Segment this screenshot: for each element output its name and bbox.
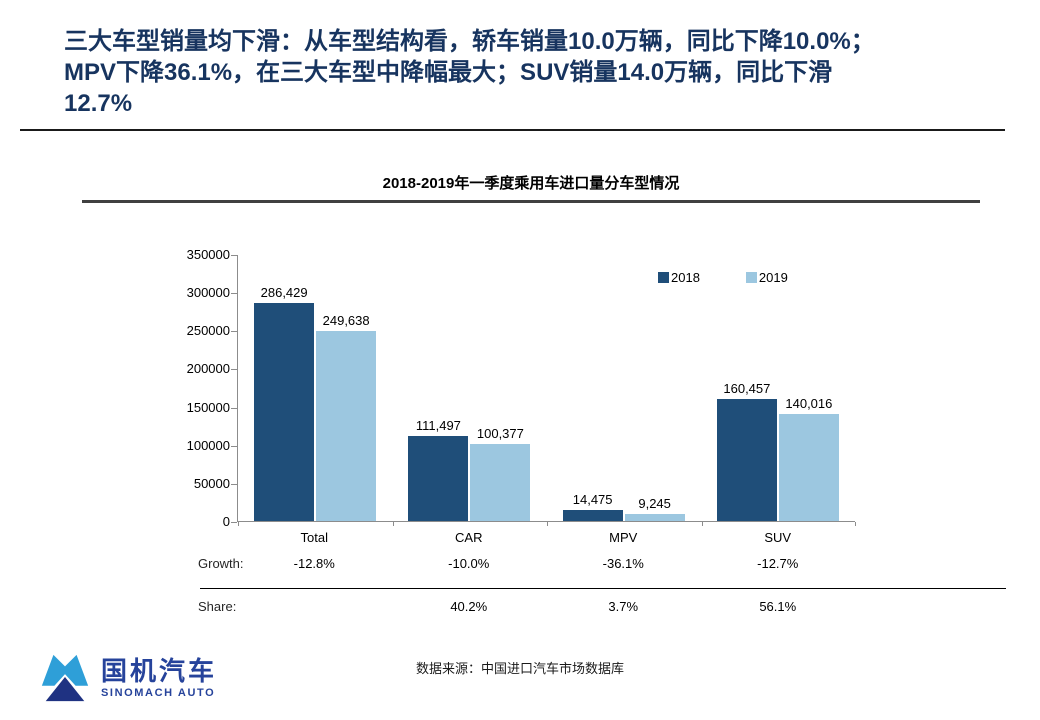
x-axis-tick-mark (701, 522, 703, 526)
bar-value-label: 160,457 (723, 380, 771, 396)
bar-2018-mpv: 14,475 (562, 492, 623, 521)
bar-2018-car: 111,497 (408, 418, 469, 521)
bar-value-label: 14,475 (572, 492, 613, 507)
logo-name-en: SINOMACH AUTO (101, 687, 216, 699)
growth-value-mpv: -36.1% (602, 556, 644, 571)
share-value-suv: 56.1% (759, 599, 797, 614)
legend-item-2018: 2018 (658, 270, 700, 285)
growth-row-label: Growth: (198, 556, 244, 571)
y-axis-tick-label: 250000 (186, 323, 230, 339)
y-axis-tick-label: 0 (222, 514, 230, 529)
bar-value-label: 286,429 (260, 284, 308, 300)
y-axis-tick-mark (231, 293, 237, 295)
bar-group-car: 111,497 100,377 (392, 255, 546, 521)
bar-2019-car: 100,377 (470, 426, 531, 521)
legend-label-2018: 2018 (671, 270, 700, 285)
x-axis-label-car: CAR (455, 530, 483, 545)
bar-value-label: 100,377 (476, 426, 524, 442)
y-axis-tick-label: 200000 (186, 361, 230, 377)
bar-2019-mpv: 9,245 (624, 496, 685, 521)
bar-value-label: 111,497 (415, 417, 461, 433)
x-axis-tick-mark (547, 522, 548, 526)
x-axis-label-total: Total (300, 530, 328, 545)
slide-title-line-3: 12.7% (64, 90, 133, 117)
legend-item-2019: 2019 (745, 270, 788, 285)
x-axis-label-suv: SUV (764, 530, 792, 545)
bar-2018-suv: 160,457 (716, 381, 777, 521)
bar-value-label: 140,016 (785, 396, 833, 412)
sinomach-mountain-icon (41, 654, 89, 702)
chart-title: 2018-2019年一季度乘用车进口量分车型情况 (382, 175, 680, 192)
growth-value-car: -10.0% (448, 556, 490, 571)
y-axis-tick-label: 300000 (186, 285, 230, 301)
y-axis-tick-mark (231, 255, 237, 256)
legend-swatch-2018 (658, 272, 669, 283)
x-axis-labels: Total CAR MPV SUV (237, 530, 855, 545)
data-source: 数据来源：中国进口汽车市场数据库 (415, 661, 624, 676)
y-axis-tick-mark (231, 407, 237, 409)
share-row-label: Share: (198, 599, 237, 614)
logo-name-cn: 国机汽车 (101, 656, 218, 686)
table-divider (200, 588, 1006, 589)
y-axis: 350000 300000 250000 200000 150000 100000 5000… (148, 247, 230, 529)
logo-text: 国机汽车 SINOMACH AUTO (101, 657, 217, 699)
y-axis-tick-mark (231, 369, 237, 371)
y-axis-tick-label: 150000 (186, 399, 230, 415)
slide-title: 三大车型销量均下滑：从车型结构看，轿车销量10.0万辆，同比下降10.0%； M… (64, 26, 1014, 119)
share-row: 40.2% 3.7% 56.1% (237, 599, 855, 614)
title-divider (20, 129, 1005, 131)
bar-2019-total: 249,638 (316, 313, 377, 521)
y-axis-tick-label: 50000 (193, 475, 230, 491)
y-axis-tick-mark (231, 522, 237, 523)
slide-title-line-2: MPV下降36.1%，在三大车型中降幅最大；SUV销量14.0万辆，同比下滑 (64, 59, 833, 86)
bar-2019-suv: 140,016 (778, 396, 839, 521)
bar-2018-total: 286,429 (254, 285, 315, 521)
bar-group-mpv: 14,475 9,245 (547, 255, 701, 521)
y-axis-tick-label: 350000 (186, 247, 230, 262)
y-axis-tick-mark (231, 445, 237, 447)
chart-title-divider (82, 200, 980, 203)
growth-row: -12.8% -10.0% -36.1% -12.7% (237, 556, 855, 571)
share-value-car: 40.2% (450, 599, 488, 614)
logo: 国机汽车 SINOMACH AUTO (38, 650, 217, 706)
bar-value-label: 249,638 (322, 312, 370, 328)
growth-value-total: -12.8% (293, 556, 335, 571)
x-axis-tick-mark (238, 522, 239, 526)
y-axis-tick-label: 100000 (186, 437, 230, 453)
x-axis-label-mpv: MPV (609, 530, 638, 545)
x-axis-tick-mark (855, 522, 856, 526)
y-axis-tick-mark (231, 483, 237, 485)
growth-value-suv: -12.7% (757, 556, 799, 571)
y-axis-tick-mark (231, 331, 237, 333)
bar-value-label: 9,245 (638, 495, 671, 511)
chart-legend: 2018 2019 (658, 270, 788, 285)
legend-label-2019: 2019 (758, 270, 788, 285)
share-value-mpv: 3.7% (608, 599, 639, 614)
share-value-total (237, 599, 392, 614)
slide-title-line-1: 三大车型销量均下滑：从车型结构看，轿车销量10.0万辆，同比下降10.0%； (64, 28, 875, 55)
bar-group-suv: 160,457 140,016 (701, 255, 855, 521)
plot-area: 286,429 249,638 111,497 100,377 14,475 9,245 1… (231, 255, 856, 526)
legend-swatch-2019 (745, 272, 757, 283)
bar-group-total: 286,429 249,638 (238, 255, 392, 521)
x-axis-tick-mark (392, 522, 394, 526)
